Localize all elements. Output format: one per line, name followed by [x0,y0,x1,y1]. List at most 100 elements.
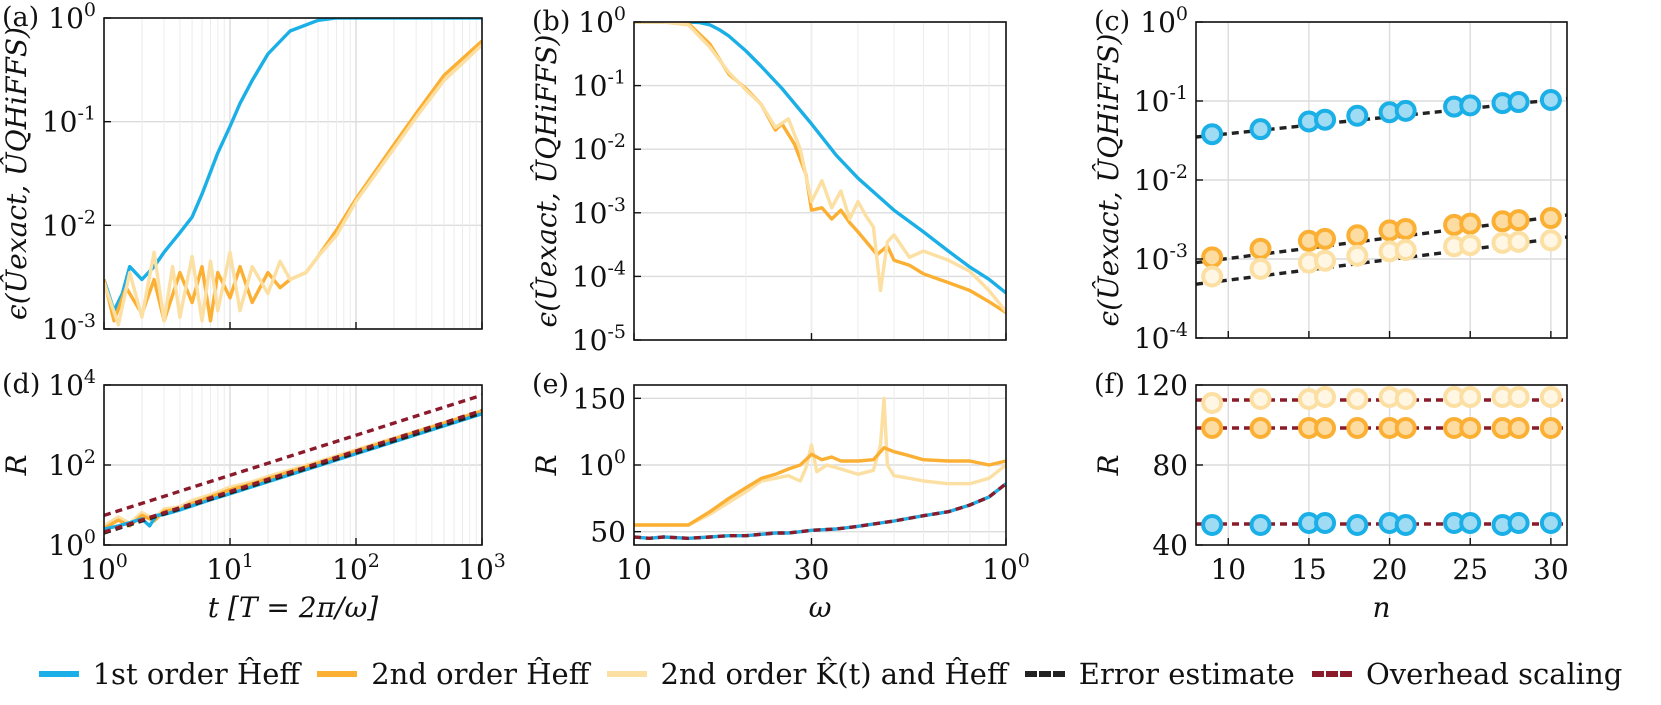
panel-a: 10-3 10-2 10-1 100 (a)ϵ(Ûexact, ÛQHiFFS) [0,0,483,346]
scatter-point-first_order [1346,104,1369,127]
scatter-point-second_order_k [1314,249,1337,272]
scatter-point-second_order_k [1459,386,1482,408]
data-layer [104,18,482,327]
x-tick-label: 30 [794,553,830,586]
y-tick-label: 10-2 [1134,161,1188,197]
panel-label: (a) [2,2,39,33]
scatter-point-second_order_k [1459,234,1482,257]
scatter-point-first_order [1394,99,1417,122]
legend-item-second-order-k: 2nd order K̂(t) and Ĥeff [606,657,1008,691]
scatter-point-first_order [1459,94,1482,117]
scatter-point-first_order [1249,514,1272,536]
y-tick-label: 10-5 [572,321,626,357]
scatter-point-first_order [1201,123,1224,146]
y-tick-label: 10-3 [42,310,96,346]
scatter-point-first_order [1394,514,1417,536]
data-layer [1196,88,1567,288]
scatter-point-second_order_k [1314,386,1337,408]
y-tick-label: 100 [1140,3,1188,39]
y-tick-label: 102 [48,446,96,482]
scatter-point-second_order_k [1539,386,1562,408]
y-tick-label: 100 [578,3,626,39]
x-tick-label: 10 [1210,553,1246,586]
series-line-second_order [634,446,1006,527]
panel-label: (c) [1094,6,1130,37]
scatter-point-first_order [1346,514,1369,536]
scatter-point-second_order [1507,209,1530,232]
y-tick-label: 10-1 [1134,82,1188,118]
y-axis-label: R [530,454,563,476]
scatter-point-second_order [1201,246,1224,269]
y-axis-label: R [0,454,33,476]
panel-label: (b) [532,6,570,37]
grid [1196,21,1567,339]
x-tick-label: 100 [80,550,128,586]
data-layer [1196,386,1567,536]
panel-d: 100 101 102 103 100 102 104 (d) Rt [T = 2π/ω] [0,366,506,624]
y-tick-label: 10-2 [572,130,626,166]
y-tick-label: 104 [48,366,96,402]
scatter-point-second_order [1201,417,1224,439]
legend-swatch-error-estimate [1024,671,1065,677]
scatter-point-first_order [1201,514,1224,536]
scatter-point-first_order [1539,88,1562,111]
legend-label: Overhead scaling [1366,657,1623,691]
grid [633,385,1007,545]
y-tick-label: 10-1 [42,103,96,139]
y-axis-label: R [1092,454,1125,476]
y-tick-label: 10-3 [572,194,626,230]
series-line-second_order_k [634,22,1006,313]
grid [103,384,483,546]
scatter-point-second_order_k [1249,257,1272,280]
scatter-point-first_order [1507,512,1530,534]
scatter-point-first_order [1459,512,1482,534]
legend-label: 1st order Ĥeff [92,657,300,691]
x-axis-label: t [T = 2π/ω] [208,591,378,624]
y-tick-label: 10-3 [1134,240,1188,276]
x-tick-label: 101 [206,550,254,586]
y-tick-label: 100 [578,446,626,482]
x-tick-label: 30 [1533,553,1569,586]
scatter-point-second_order [1539,417,1562,439]
legend-label: Error estimate [1078,657,1295,691]
y-axis-label: ϵ(Ûexact, ÛQHiFFS) [0,27,33,320]
scatter-point-second_order [1249,237,1272,260]
series-line-second_order [634,22,1006,315]
grid [103,17,483,330]
y-tick-label: 100 [48,526,96,562]
series-line-second_order_k [634,396,1006,527]
y-tick-label: 10-4 [1134,319,1188,355]
legend-swatch-overhead [1312,671,1353,677]
y-tick-label: 120 [1135,369,1188,402]
legend-swatch-first-order [38,671,79,677]
legend: 1st order Ĥeff 2nd order Ĥeff 2nd order … [0,644,1661,704]
overhead-line [104,408,482,534]
scatter-point-second_order [1314,417,1337,439]
legend-item-overhead-scaling: Overhead scaling [1312,657,1622,691]
overhead-line [634,482,1006,541]
scatter-point-second_order [1249,417,1272,439]
scatter-point-second_order [1539,207,1562,230]
scatter-point-second_order_k [1249,388,1272,410]
scatter-point-second_order_k [1346,244,1369,267]
series-line-first_order [104,18,482,313]
x-tick-label: 25 [1452,553,1488,586]
scatter-point-second_order [1394,417,1417,439]
scatter-point-second_order [1394,217,1417,240]
y-tick-label: 150 [573,382,626,415]
y-tick-label: 50 [590,516,626,549]
x-tick-label: 100 [982,550,1030,586]
y-axis-label: ϵ(Ûexact, ÛQHiFFS) [529,35,563,328]
legend-item-second-order: 2nd order Ĥeff [317,657,589,691]
overhead-line [104,393,482,518]
legend-swatch-second-order-k [606,671,647,677]
scatter-point-second_order_k [1201,392,1224,414]
x-tick-label: 103 [458,550,506,586]
scatter-point-second_order_k [1346,388,1369,410]
panel-label: (e) [532,369,569,400]
x-tick-label: 15 [1291,553,1327,586]
y-tick-label: 10-4 [572,257,626,293]
scatter-point-second_order_k [1507,386,1530,408]
legend-label: 2nd order K̂(t) and Ĥeff [660,657,1008,691]
